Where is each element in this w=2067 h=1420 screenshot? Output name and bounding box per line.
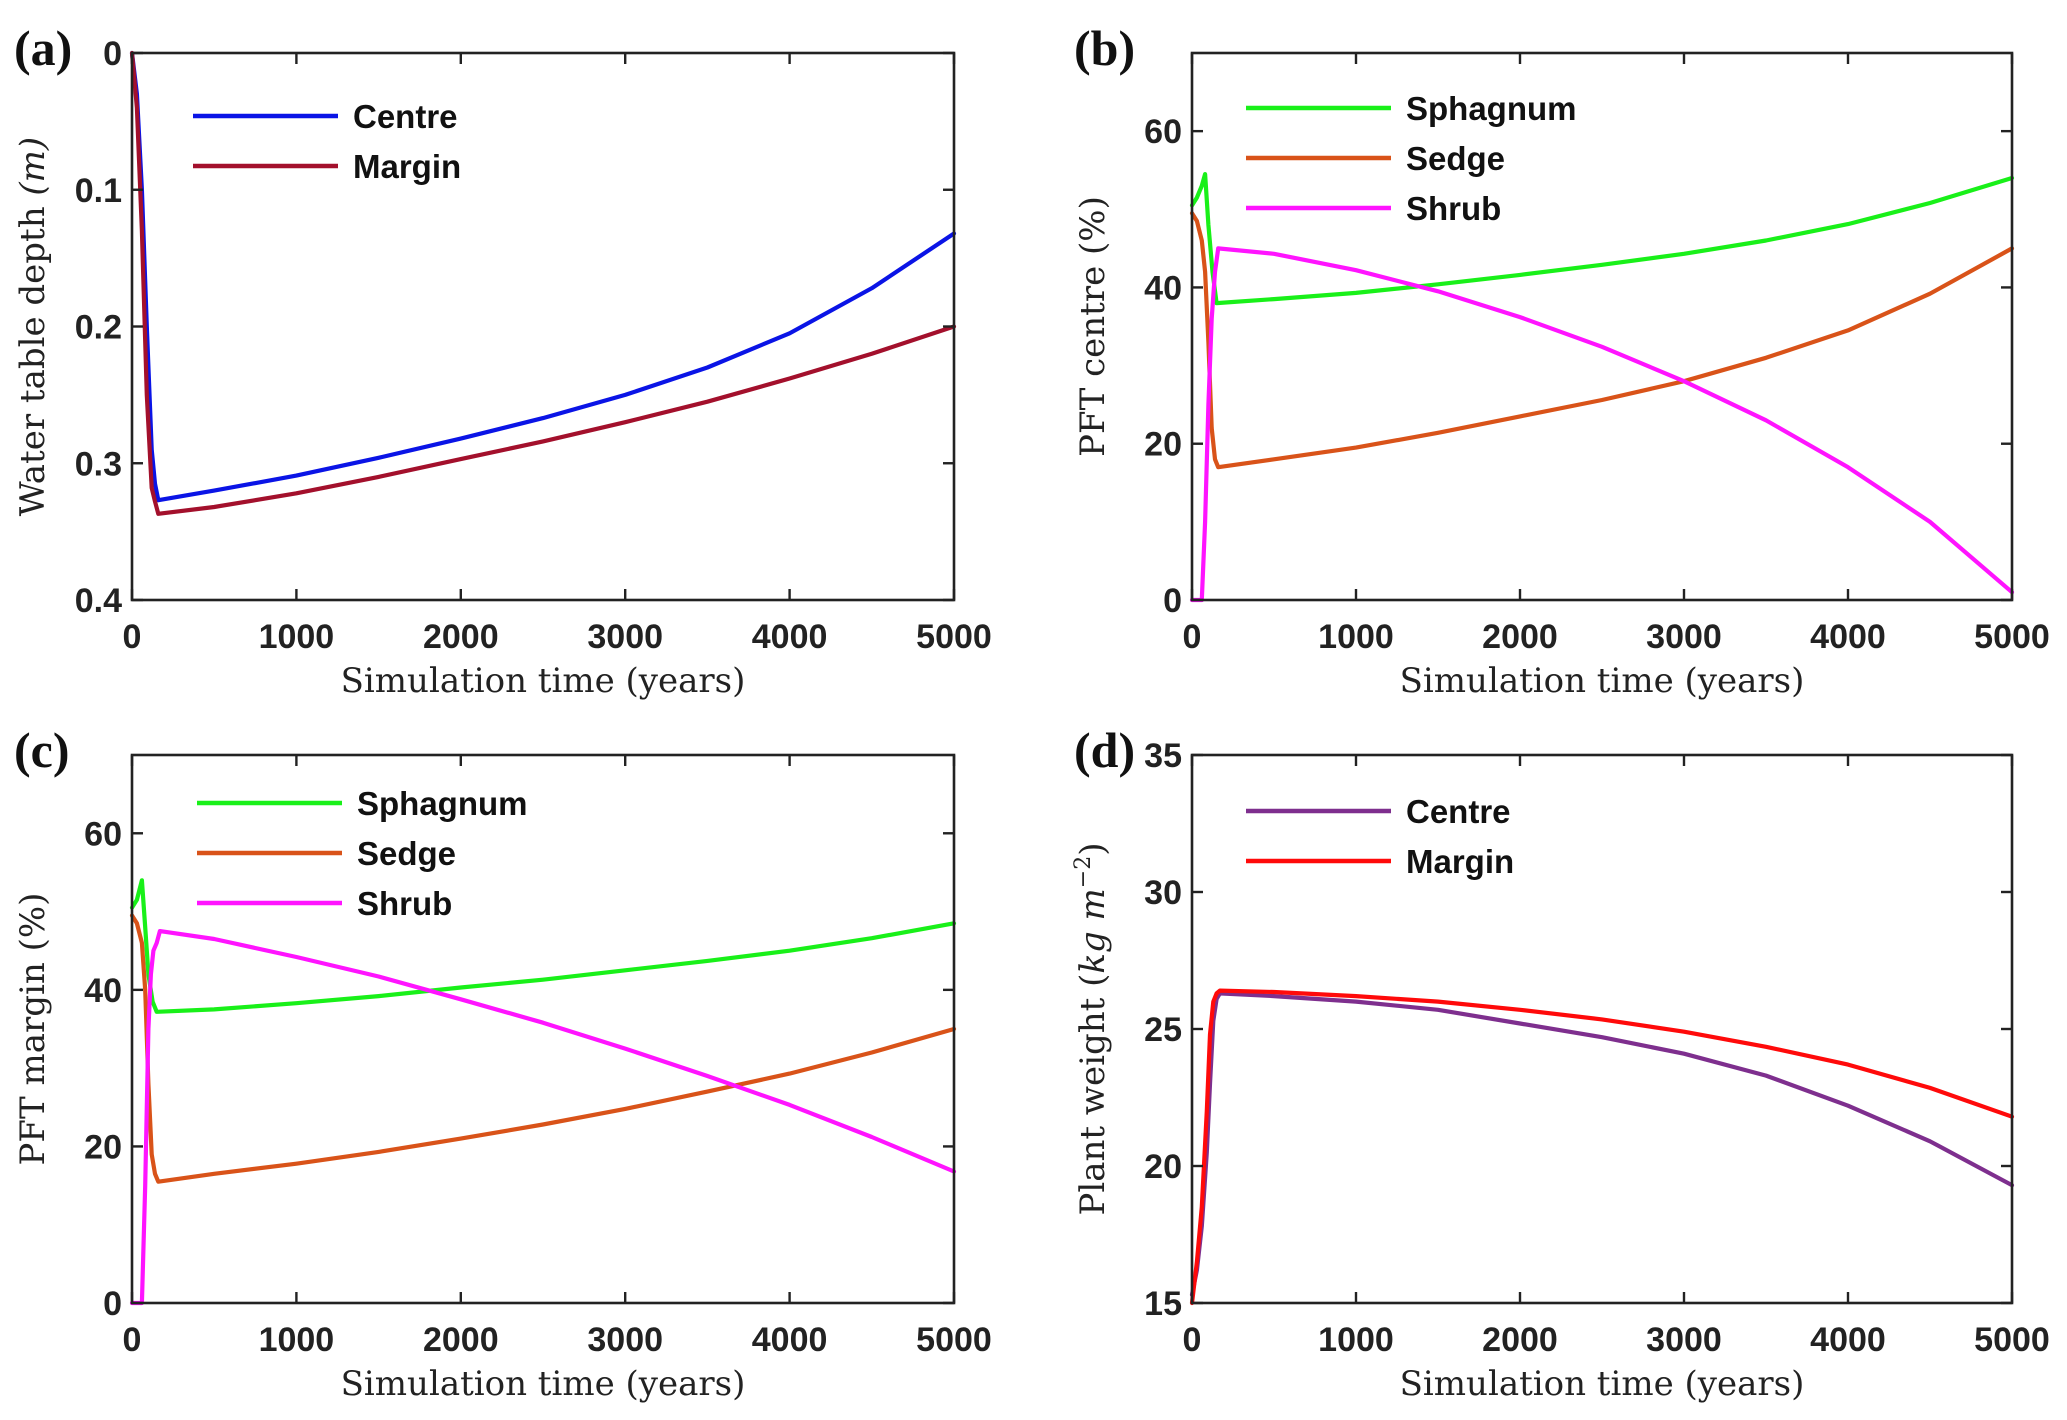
x-tick-label: 4000 (752, 618, 828, 656)
legend-label-centre: Centre (1406, 793, 1511, 830)
panel-label: (c) (14, 722, 70, 778)
series-line-sedge (1189, 211, 2015, 470)
x-tick-label: 5000 (1974, 1321, 2050, 1359)
x-tick-label: 3000 (1646, 618, 1722, 656)
legend-label-sedge: Sedge (1406, 140, 1505, 177)
series-line-centre (129, 50, 957, 503)
series-line-sphagnum (129, 878, 957, 1014)
legend-label-margin: Margin (353, 148, 461, 185)
series-line-sphagnum (1189, 172, 2015, 306)
legend: Centre Margin (193, 98, 461, 185)
series-line-centre (1189, 991, 2015, 1297)
y-tick-label: 0.4 (75, 582, 122, 620)
x-tick-label: 4000 (752, 1321, 828, 1359)
series-line-shrub (1189, 246, 2015, 603)
y-tick-label: 20 (84, 1128, 122, 1166)
x-tick-label: 4000 (1810, 1321, 1886, 1359)
x-tick-label: 2000 (1482, 618, 1558, 656)
y-tick-label: 20 (1144, 1148, 1182, 1186)
legend-label-sphagnum: Sphagnum (1406, 90, 1577, 127)
y-tick-label: 25 (1144, 1011, 1182, 1049)
series-line-sedge (129, 913, 957, 1184)
panel-d: 0 1000 2000 3000 4000 5000 15 20 25 30 35 Simulatio… (1071, 722, 2050, 1404)
x-tick-label: 0 (123, 618, 142, 656)
axes-frame (130, 51, 956, 602)
x-tick-label: 4000 (1810, 618, 1886, 656)
panel-label: (a) (14, 20, 72, 76)
axes-frame (130, 753, 956, 1305)
y-tick-label: 20 (1144, 426, 1182, 464)
y-tick-label: 60 (1144, 113, 1182, 151)
panel-b: 0 1000 2000 3000 4000 5000 0 20 40 60 Simulation t… (1073, 20, 2050, 701)
x-axis-label: Simulation time (years) (341, 1364, 746, 1404)
x-tick-label: 5000 (916, 1321, 992, 1359)
x-tick-label: 3000 (587, 618, 663, 656)
x-tick-label: 3000 (587, 1321, 663, 1359)
legend-label-sphagnum: Sphagnum (357, 785, 528, 822)
y-tick-label: 40 (1144, 269, 1182, 307)
x-tick-label: 2000 (423, 1321, 499, 1359)
axes-frame (1190, 51, 2014, 602)
x-tick-label: 1000 (1318, 1321, 1394, 1359)
y-tick-label: 0.2 (75, 309, 122, 347)
panel-a: 0 1000 2000 3000 4000 5000 0 0.1 0.2 0.3 0.4 Simula… (13, 20, 992, 701)
x-tick-label: 5000 (1974, 618, 2050, 656)
legend: Sphagnum Sedge Shrub (1246, 90, 1577, 227)
y-axis-label: PFT centre (%) (1073, 196, 1113, 457)
panel-c: 0 1000 2000 3000 4000 5000 0 20 40 60 Simulation t… (13, 722, 992, 1404)
y-tick-label: 60 (84, 815, 122, 853)
legend-label-shrub: Shrub (1406, 190, 1501, 227)
legend-label-shrub: Shrub (357, 885, 452, 922)
x-tick-label: 0 (1183, 618, 1202, 656)
y-tick-label: 15 (1144, 1285, 1182, 1323)
y-tick-label: 35 (1144, 737, 1182, 775)
x-tick-label: 1000 (1318, 618, 1394, 656)
legend: Centre Margin (1246, 793, 1514, 880)
x-tick-label: 2000 (423, 618, 499, 656)
x-tick-label: 1000 (259, 1321, 335, 1359)
y-tick-label: 0 (1163, 582, 1182, 620)
y-tick-label: 0.3 (75, 445, 122, 483)
y-axis-label: PFT margin (%) (13, 893, 53, 1166)
panel-label: (b) (1074, 20, 1135, 76)
x-tick-label: 0 (1183, 1321, 1202, 1359)
series-line-shrub (129, 929, 957, 1306)
series-line-margin (129, 50, 957, 516)
x-tick-label: 2000 (1482, 1321, 1558, 1359)
y-axis-label: Water table depth (m) (13, 137, 53, 516)
legend-label-sedge: Sedge (357, 835, 456, 872)
legend: Sphagnum Sedge Shrub (197, 785, 528, 922)
series-line-margin (1189, 988, 2015, 1306)
y-tick-label: 0 (103, 35, 122, 73)
x-tick-label: 1000 (259, 618, 335, 656)
panel-label: (d) (1074, 722, 1135, 778)
y-tick-label: 0 (103, 1285, 122, 1323)
x-tick-label: 5000 (916, 618, 992, 656)
legend-label-margin: Margin (1406, 843, 1514, 880)
y-tick-label: 30 (1144, 874, 1182, 912)
y-axis-label: Plant weight (kg m−2) (1071, 842, 1113, 1215)
y-tick-label: 40 (84, 972, 122, 1010)
axes-frame (1190, 753, 2014, 1305)
x-tick-label: 0 (123, 1321, 142, 1359)
x-tick-label: 3000 (1646, 1321, 1722, 1359)
legend-label-centre: Centre (353, 98, 458, 135)
x-axis-label: Simulation time (years) (341, 661, 746, 701)
x-axis-label: Simulation time (years) (1400, 661, 1805, 701)
x-axis-label: Simulation time (years) (1400, 1364, 1805, 1404)
y-tick-label: 0.1 (75, 172, 122, 210)
